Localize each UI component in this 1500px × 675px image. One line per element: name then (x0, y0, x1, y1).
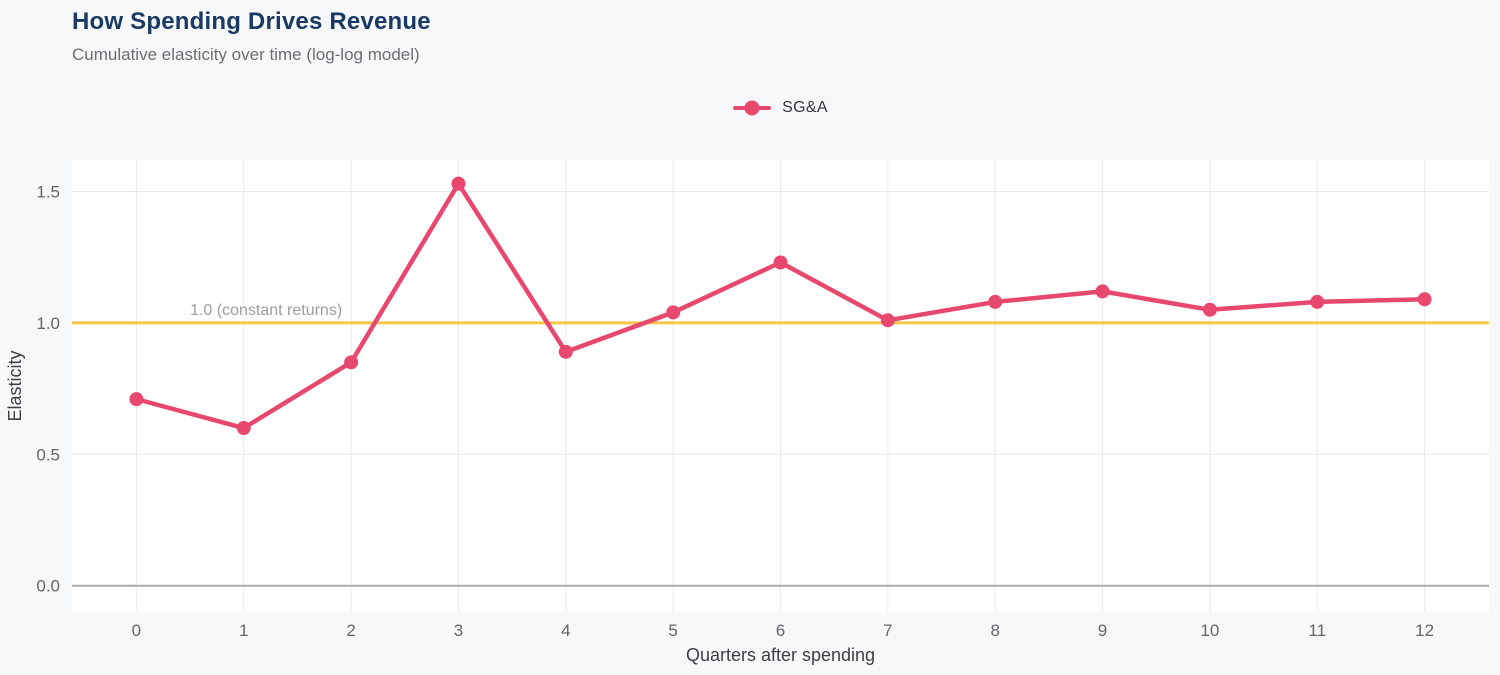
page-title: How Spending Drives Revenue (72, 8, 431, 35)
legend-dot-icon (744, 100, 760, 116)
data-point[interactable] (988, 294, 1003, 309)
x-tick-label: 6 (776, 621, 785, 640)
y-tick-label: 1.5 (36, 183, 60, 202)
legend-line-marker-icon (733, 100, 772, 116)
x-tick-label: 9 (1098, 621, 1107, 640)
x-tick-label: 10 (1200, 621, 1219, 640)
legend-label: SG&A (782, 99, 828, 116)
legend: SG&A (72, 99, 1489, 117)
data-point[interactable] (451, 176, 466, 191)
page-subtitle: Cumulative elasticity over time (log-log… (72, 45, 420, 64)
data-point[interactable] (1310, 294, 1325, 309)
legend-item-sga[interactable]: SG&A (733, 99, 828, 117)
x-tick-label: 7 (883, 621, 892, 640)
y-tick-label: 1.0 (36, 314, 60, 333)
data-point[interactable] (344, 355, 359, 370)
x-axis-title: Quarters after spending (686, 645, 875, 665)
x-tick-label: 11 (1308, 621, 1326, 640)
data-point[interactable] (880, 313, 895, 328)
x-tick-label: 2 (346, 621, 355, 640)
data-point[interactable] (1095, 284, 1110, 299)
x-tick-label: 0 (132, 621, 141, 640)
data-point[interactable] (773, 255, 788, 270)
x-tick-label: 4 (561, 621, 570, 640)
data-point[interactable] (129, 392, 144, 407)
data-point[interactable] (1417, 292, 1432, 307)
x-tick-label: 5 (668, 621, 677, 640)
data-point[interactable] (236, 421, 251, 436)
y-axis-title: Elasticity (5, 350, 25, 421)
data-point[interactable] (558, 344, 573, 359)
y-tick-label: 0.0 (36, 577, 60, 596)
chart-header: How Spending Drives Revenue Cumulative e… (72, 8, 431, 65)
y-tick-label: 0.5 (36, 445, 60, 464)
x-tick-label: 12 (1415, 621, 1434, 640)
x-tick-label: 1 (239, 621, 248, 640)
data-point[interactable] (1202, 302, 1217, 317)
x-tick-label: 3 (454, 621, 463, 640)
reference-line-label: 1.0 (constant returns) (190, 302, 342, 319)
x-tick-label: 8 (990, 621, 999, 640)
data-point[interactable] (666, 305, 681, 320)
